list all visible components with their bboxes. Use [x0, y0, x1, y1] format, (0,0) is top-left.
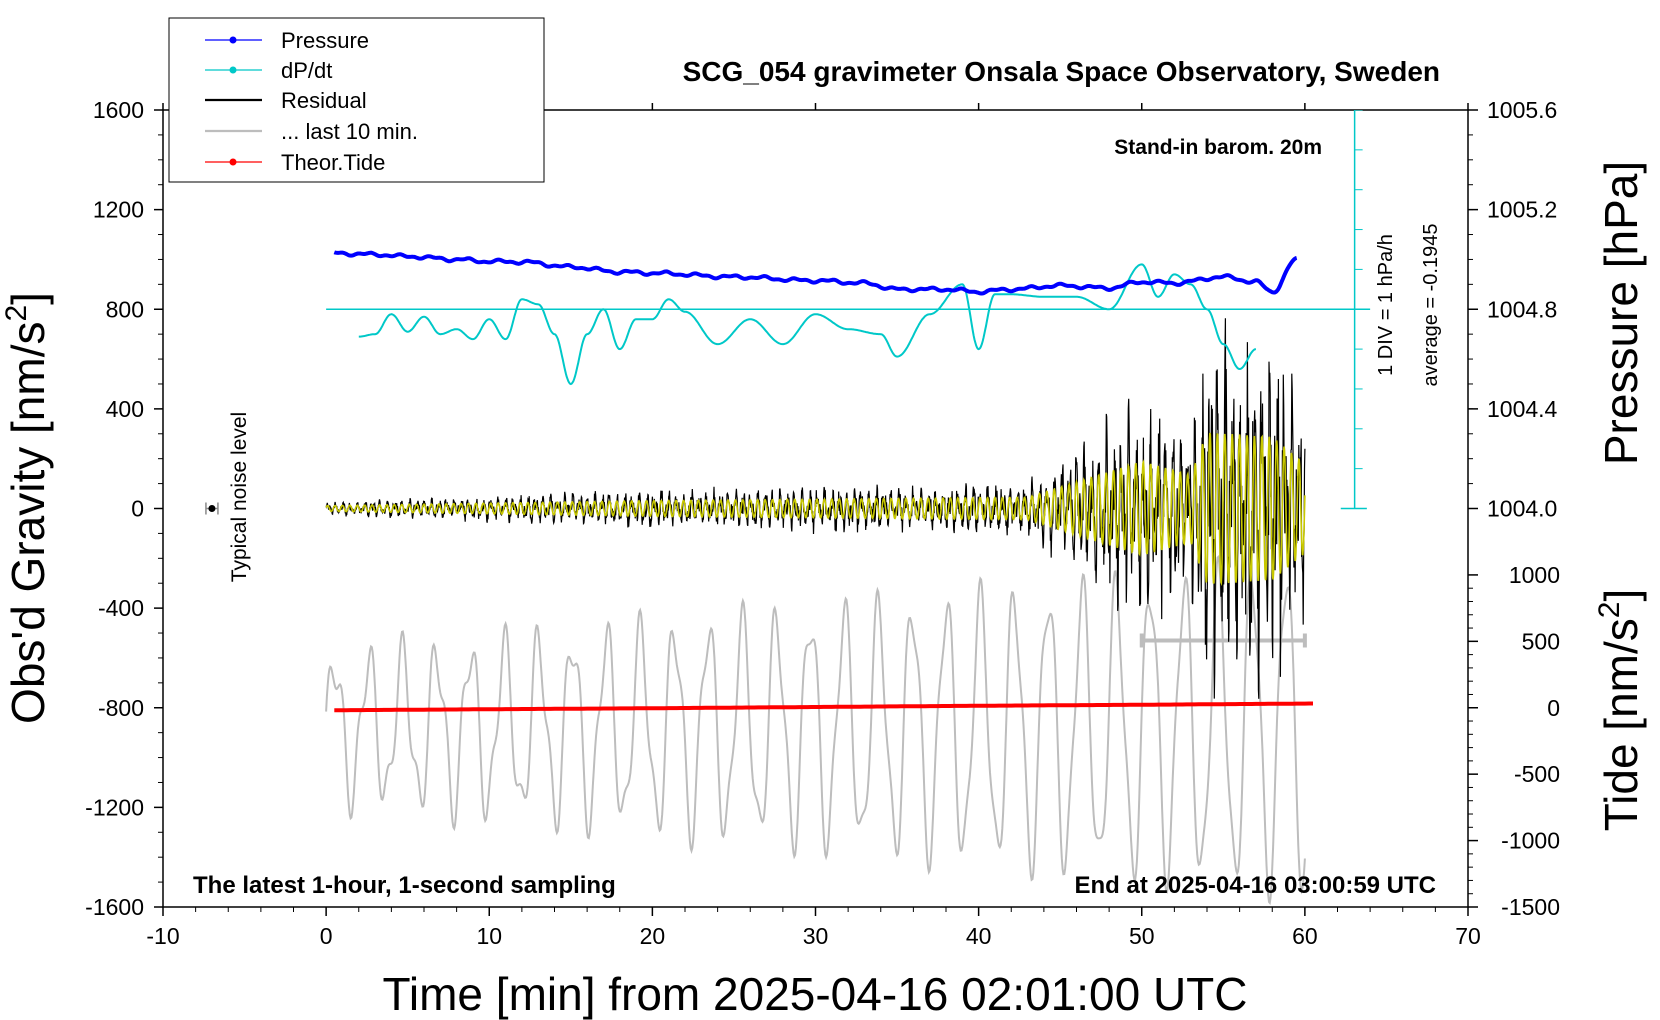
y-axis-label-left: Obs'd Gravity [nm/s2]: [0, 292, 54, 724]
x-tick-label-40: 40: [966, 923, 992, 949]
y-axis-label-tide-sup: 2: [1593, 602, 1626, 619]
legend-label-theor-tide: Theor.Tide: [281, 150, 385, 175]
pressure-line: [333, 250, 1298, 296]
theoretical-tide-series: [334, 701, 1313, 713]
last-10-min-line: [325, 554, 1306, 906]
y-axis-label-pressure: Pressure [hPa]: [1595, 161, 1647, 465]
legend: Pressure dP/dt Residual ... last 10 min.…: [168, 17, 545, 183]
dpdt-line: [358, 263, 1257, 386]
y-axis-label-left-main: Obs'd Gravity [nm/s: [2, 322, 54, 724]
pressure-tick-label: 1004.0: [1487, 496, 1557, 522]
latest-label: The latest 1-hour, 1-second sampling: [193, 872, 616, 899]
noise-level-marker: [205, 502, 219, 515]
x-tick-label-60: 60: [1292, 923, 1318, 949]
tide-tick-label: 1000: [1509, 562, 1560, 588]
legend-label-pressure: Pressure: [281, 28, 369, 53]
y-axis-ticks: 1600 1200 800 400 0 -400 -800 -1200 -1600: [85, 97, 163, 920]
noise-label: Typical noise level: [228, 412, 251, 582]
y-tick-label-800: 800: [106, 296, 144, 322]
dpdt-series: [326, 110, 1371, 510]
tide-tick-label: -1500: [1501, 894, 1560, 920]
y-axis-label-left-close: ]: [2, 292, 54, 305]
residual-filtered-line: [325, 432, 1306, 587]
y-axis-label-tide: Tide [nm/s2]: [1593, 589, 1647, 832]
x-tick-label-0: 0: [320, 923, 333, 949]
y-axis-label-tide-close: ]: [1595, 589, 1647, 602]
pressure-tick-label: 1004.8: [1487, 296, 1557, 322]
y-tick-label-1600: 1600: [93, 97, 144, 123]
theor-tide-line: [334, 701, 1313, 713]
y-tick-label--400: -400: [98, 595, 144, 621]
legend-marker-dpdt: [229, 66, 237, 74]
legend-label-residual: Residual: [281, 88, 367, 113]
y-tick-label-400: 400: [106, 396, 144, 422]
pressure-tick-label: 1004.4: [1487, 396, 1558, 422]
x-tick-label-30: 30: [803, 923, 829, 949]
pressure-tick-label: 1005.2: [1487, 197, 1557, 223]
legend-item-dpdt: dP/dt: [205, 58, 332, 83]
div-scale-label: 1 DIV = 1 hPa/h: [1375, 234, 1397, 376]
legend-label-dpdt: dP/dt: [281, 58, 332, 83]
tide-axis-ticks: 1000 500 0 -500 -1000 -1500: [1468, 562, 1560, 920]
residual-filtered-series: [325, 432, 1306, 587]
y-tick-label--1200: -1200: [85, 794, 144, 820]
pressure-axis-ticks: 1005.6 1005.2 1004.8 1004.4 1004.0: [1468, 97, 1558, 522]
chart-title: SCG_054 gravimeter Onsala Space Observat…: [683, 56, 1440, 87]
average-label: average = -0.1945: [1420, 224, 1442, 387]
tide-tick-label: 0: [1547, 695, 1560, 721]
y-axis-label-left-sup: 2: [0, 305, 33, 322]
legend-marker-pressure: [229, 36, 237, 44]
tide-tick-label: -1000: [1501, 828, 1560, 854]
y-tick-label--800: -800: [98, 695, 144, 721]
x-axis-label: Time [min] from 2025-04-16 02:01:00 UTC: [383, 968, 1248, 1020]
end-label: End at 2025-04-16 03:00:59 UTC: [1075, 872, 1437, 899]
legend-marker-theor-tide: [229, 158, 237, 166]
legend-item-residual: Residual: [205, 88, 367, 113]
x-tick-label-10: 10: [476, 923, 502, 949]
noise-point: [208, 505, 216, 512]
x-tick-label--10: -10: [146, 923, 179, 949]
legend-item-theor-tide: Theor.Tide: [205, 150, 385, 175]
x-tick-label-20: 20: [640, 923, 666, 949]
legend-item-last-10-min: ... last 10 min.: [205, 119, 418, 144]
legend-item-pressure: Pressure: [205, 28, 369, 53]
pressure-series: [333, 250, 1298, 296]
pressure-tick-label: 1005.6: [1487, 97, 1557, 123]
stand-in-label: Stand-in barom. 20m: [1114, 136, 1322, 159]
x-tick-label-50: 50: [1129, 923, 1155, 949]
x-axis-ticks: -10 0 10 20 30 40 50 60 70: [146, 103, 1481, 949]
y-tick-label-1200: 1200: [93, 197, 144, 223]
x-tick-label-70: 70: [1455, 923, 1481, 949]
y-tick-label--1600: -1600: [85, 894, 144, 920]
y-axis-label-tide-main: Tide [nm/s: [1595, 618, 1647, 831]
legend-label-last-10-min: ... last 10 min.: [281, 119, 418, 144]
y-tick-label-0: 0: [131, 496, 144, 522]
tide-tick-label: -500: [1514, 761, 1560, 787]
tide-tick-label: 500: [1522, 628, 1560, 654]
last-10-min-series: [325, 554, 1307, 906]
